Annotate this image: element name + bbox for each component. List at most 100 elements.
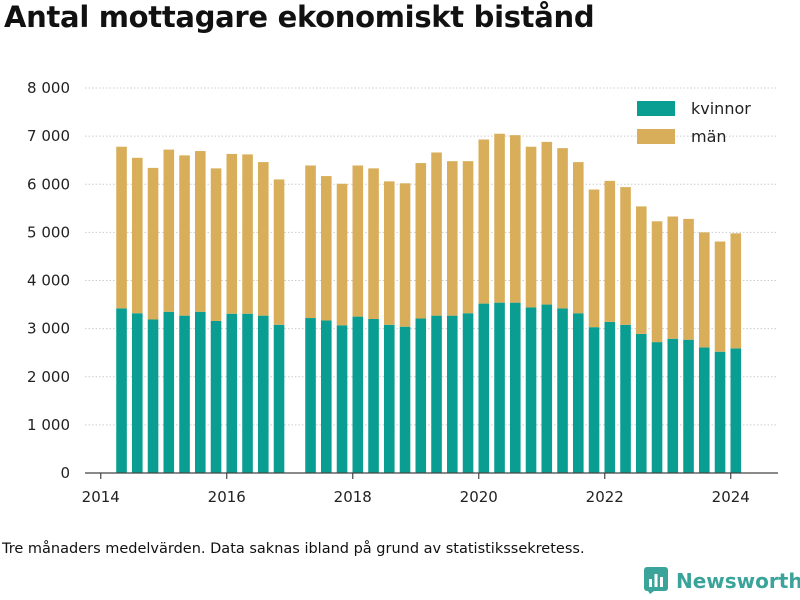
bar-kvinnor (698, 347, 710, 473)
bar-kvinnor (683, 339, 694, 473)
bar-man (620, 187, 631, 325)
bar-man (651, 221, 663, 343)
bars (116, 133, 742, 473)
bar-kvinnor (368, 319, 379, 473)
x-tick-label: 2024 (712, 488, 750, 506)
bar-kvinnor (257, 315, 269, 473)
bar-man (525, 146, 537, 308)
bar-kvinnor (714, 351, 726, 473)
bar-kvinnor (478, 303, 490, 473)
y-tick-label: 7 000 (27, 127, 70, 145)
bar-man (509, 135, 521, 303)
bar-kvinnor (604, 321, 616, 473)
x-tick-label: 2018 (334, 488, 372, 506)
bar-man (462, 161, 474, 314)
bar-man (273, 179, 285, 325)
bar-man (210, 168, 222, 321)
bar-kvinnor (525, 307, 537, 473)
bar-man (305, 165, 316, 319)
bar-kvinnor (462, 313, 474, 473)
bar-man (730, 233, 742, 349)
bar-man (557, 148, 568, 309)
bar-kvinnor (336, 325, 348, 473)
bar-kvinnor (446, 315, 458, 473)
bar-kvinnor (431, 315, 442, 473)
y-tick-label: 2 000 (27, 368, 70, 386)
y-tick-label: 0 (60, 464, 70, 482)
bar-kvinnor (494, 302, 505, 473)
bar-kvinnor (147, 319, 159, 473)
footnote: Tre månaders medelvärden. Data saknas ib… (2, 541, 585, 557)
bar-kvinnor (352, 316, 364, 473)
bar-kvinnor (588, 327, 600, 473)
bar-man (257, 162, 269, 316)
bar-kvinnor (242, 313, 253, 473)
y-tick-label: 6 000 (27, 175, 70, 193)
brand[interactable]: Newsworthy (644, 567, 800, 594)
legend-swatch-man (637, 129, 675, 144)
bar-man (698, 232, 710, 348)
bar-man (399, 183, 411, 327)
bar-kvinnor (226, 313, 238, 473)
bar-man (194, 151, 206, 312)
bar-man (588, 189, 600, 328)
x-tick-label: 2022 (586, 488, 624, 506)
y-tick-label: 3 000 (27, 320, 70, 338)
y-tick-label: 8 000 (27, 79, 70, 97)
bar-man (572, 162, 584, 314)
bar-man (604, 180, 616, 322)
bar-man (431, 152, 442, 316)
x-tick-label: 2014 (82, 488, 120, 506)
chart-title: Antal mottagare ekonomiskt bistånd (4, 0, 595, 34)
bar-man (242, 154, 253, 314)
bar-kvinnor (399, 326, 411, 473)
bar-man (683, 218, 694, 340)
bar-kvinnor (541, 304, 553, 473)
bar-kvinnor (620, 324, 631, 473)
bar-man (352, 165, 364, 317)
bar-man (116, 146, 127, 309)
y-tick-label: 4 000 (27, 272, 70, 290)
legend: kvinnor män (637, 99, 751, 146)
bar-man (163, 149, 175, 312)
bar-kvinnor (557, 308, 568, 473)
bar-kvinnor (509, 302, 521, 473)
axes: 0 1 000 2 000 3 000 4 000 5 000 6 000 7 000 8 00… (27, 79, 778, 506)
bar-man (478, 139, 490, 304)
bar-man (635, 206, 647, 334)
bar-kvinnor (635, 333, 647, 473)
legend-label: kvinnor (691, 99, 751, 118)
bar-man (667, 216, 679, 339)
bar-kvinnor (210, 320, 222, 473)
bar-kvinnor (415, 318, 427, 473)
bar-kvinnor (572, 313, 584, 473)
legend-swatch-kvinnor (637, 101, 675, 116)
bar-kvinnor (730, 348, 742, 473)
y-tick-label: 5 000 (27, 223, 70, 241)
x-tick-label: 2020 (460, 488, 498, 506)
bar-kvinnor (305, 318, 316, 473)
bar-kvinnor (179, 315, 190, 473)
bar-kvinnor (131, 313, 143, 473)
bar-man (415, 163, 427, 319)
bar-man (494, 133, 505, 303)
bar-man (147, 167, 159, 320)
bar-man (226, 153, 238, 314)
bar-kvinnor (667, 338, 679, 473)
bar-kvinnor (194, 311, 206, 473)
bar-man (336, 183, 348, 326)
bar-man (131, 157, 143, 314)
bar-man (368, 168, 379, 319)
newsworthy-logo-icon (644, 567, 668, 594)
bar-kvinnor (651, 342, 663, 473)
bar-man (714, 241, 726, 352)
bar-kvinnor (273, 324, 285, 473)
bar-man (541, 141, 553, 305)
x-tick-label: 2016 (208, 488, 246, 506)
bar-man (179, 155, 190, 316)
bar-kvinnor (383, 324, 395, 473)
bar-kvinnor (116, 308, 127, 473)
brand-name: Newsworthy (676, 568, 800, 593)
bar-man (446, 161, 458, 316)
